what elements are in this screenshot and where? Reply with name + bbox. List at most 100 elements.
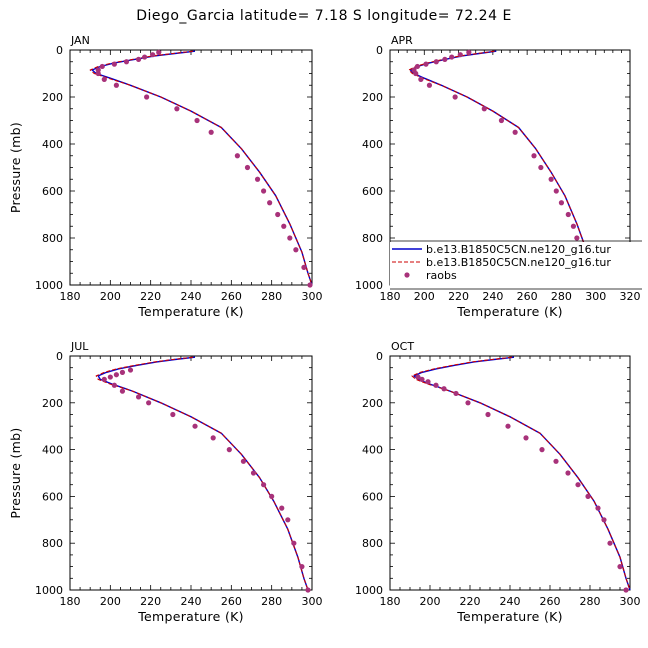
y-tick-label: 1000 <box>35 584 63 597</box>
plot-frame-jan <box>69 49 313 286</box>
raobs-point <box>111 382 117 388</box>
raobs-point <box>301 264 307 270</box>
raobs-point <box>441 386 447 392</box>
raobs-point <box>267 200 273 206</box>
raobs-point <box>623 587 629 593</box>
raobs-point <box>123 59 130 65</box>
panel-label-apr: APR <box>391 34 413 47</box>
raobs-point <box>146 400 152 406</box>
raobs-point <box>419 376 425 382</box>
y-tick-label: 200 <box>42 91 63 104</box>
legend-background <box>390 242 642 288</box>
y-tick-label: 200 <box>362 91 383 104</box>
raobs-point <box>244 164 251 171</box>
raobs-point <box>142 54 148 60</box>
y-tick-label: 400 <box>362 138 383 151</box>
raobs-point <box>485 411 491 418</box>
x-tick-label: 300 <box>585 290 606 303</box>
raobs-point <box>135 56 142 63</box>
raobs-point <box>466 49 472 55</box>
x-tick-label: 300 <box>302 290 323 303</box>
raobs-point <box>574 235 580 241</box>
raobs-point <box>433 382 439 388</box>
raobs-point <box>512 129 518 135</box>
raobs-point <box>523 435 529 441</box>
raobs-point <box>156 49 162 55</box>
x-tick-label: 280 <box>261 290 282 303</box>
raobs-point <box>607 540 613 546</box>
y-tick-label: 400 <box>362 444 383 457</box>
raobs-point <box>240 458 247 464</box>
x-tick-label: 320 <box>620 290 641 303</box>
raobs-point <box>299 564 305 570</box>
raobs-point <box>418 76 424 82</box>
x-tick-label: 260 <box>221 290 242 303</box>
series-line-dashed <box>89 50 313 286</box>
x-tick-label: 180 <box>380 595 401 608</box>
y-tick-label: 1000 <box>35 279 63 292</box>
raobs-point <box>426 82 433 88</box>
panel-oct: 180 200 220 240 260 280 300 0 200 400 600 800 1000 Te… <box>355 340 641 624</box>
raobs-point <box>531 153 537 159</box>
raobs-point <box>442 56 448 63</box>
legend-label: raobs <box>426 269 457 282</box>
raobs-point <box>269 493 275 499</box>
raobs-point <box>415 374 421 380</box>
raobs-point <box>208 129 214 135</box>
y-tick-label: 600 <box>42 185 63 198</box>
raobs-point <box>452 94 458 100</box>
raobs-point <box>307 282 313 288</box>
raobs-point <box>135 394 142 400</box>
x-tick-label: 200 <box>414 290 435 303</box>
raobs-point <box>585 493 591 499</box>
raobs-point <box>291 540 297 546</box>
x-tick-label: 240 <box>181 595 202 608</box>
raobs-point <box>285 517 291 523</box>
legend: b.e13.B1850C5CN.ne120_g16.turb.e13.B1850… <box>390 240 642 290</box>
y-tick-label: 0 <box>376 44 383 57</box>
panel-label-jan: JAN <box>70 34 90 47</box>
y-tick-label: 1000 <box>355 584 383 597</box>
y-tick-label: 200 <box>42 397 63 410</box>
raobs-point <box>261 482 267 488</box>
legend-label: b.e13.B1850C5CN.ne120_g16.tur <box>426 243 611 256</box>
raobs-point <box>305 587 311 593</box>
raobs-point <box>150 52 156 58</box>
x-tick-label: 200 <box>100 290 121 303</box>
x-tick-label: 300 <box>302 595 323 608</box>
raobs-point <box>570 223 577 229</box>
legend-label: b.e13.B1850C5CN.ne120_g16.tur <box>426 256 611 269</box>
raobs-point <box>453 390 459 397</box>
raobs-point <box>553 188 559 194</box>
series-line-dashed <box>408 50 597 286</box>
raobs-point <box>281 223 287 229</box>
raobs-point <box>601 517 607 523</box>
raobs-point <box>261 188 267 194</box>
raobs-point <box>539 447 545 453</box>
series-line-dashed <box>95 356 309 591</box>
y-tick-label: 600 <box>42 490 63 503</box>
x-axis-label: Temperature (K) <box>137 609 244 624</box>
y-tick-label: 800 <box>362 232 383 245</box>
y-tick-label: 0 <box>56 44 63 57</box>
x-axis-label: Temperature (K) <box>137 304 244 319</box>
raobs-point <box>192 423 198 429</box>
raobs-point <box>498 117 505 124</box>
x-tick-label: 260 <box>540 595 561 608</box>
x-tick-label: 280 <box>261 595 282 608</box>
panel-apr: 180 200 220 240 260 280 300 320 0 200 400 600 800 100… <box>355 34 642 319</box>
x-tick-label: 280 <box>551 290 572 303</box>
panels: 180 200 220 240 260 280 300 0 200 400 600 800 1000 Te… <box>8 34 642 624</box>
raobs-point <box>538 164 544 171</box>
raobs-point <box>595 505 601 511</box>
raobs-point <box>127 367 134 373</box>
raobs-point <box>254 176 261 182</box>
raobs-point <box>113 372 119 378</box>
x-tick-label: 220 <box>140 290 161 303</box>
y-tick-label: 400 <box>42 138 63 151</box>
raobs-point <box>119 369 126 375</box>
y-tick-label: 600 <box>362 185 383 198</box>
raobs-point <box>548 176 554 182</box>
raobs-point <box>465 400 471 406</box>
